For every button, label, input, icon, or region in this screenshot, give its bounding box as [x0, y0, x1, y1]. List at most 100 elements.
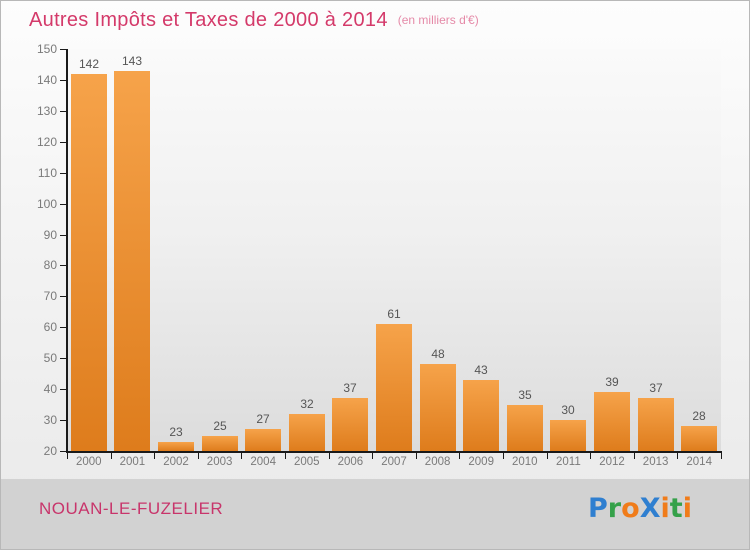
- x-axis-tick: [503, 453, 504, 459]
- y-axis-tick: [60, 296, 67, 298]
- x-axis-tick: [241, 453, 242, 459]
- y-axis-label: 80: [43, 258, 57, 273]
- x-axis-label-2009: 2009: [468, 456, 494, 468]
- bar-value-2002: 23: [169, 424, 183, 439]
- x-axis-tick: [547, 453, 548, 459]
- y-axis-tick: [60, 110, 67, 112]
- footer-bar: NOUAN-LE-FUZELIER ProXiti: [1, 479, 749, 549]
- y-axis-label: 70: [43, 289, 57, 304]
- y-axis-line: [66, 49, 68, 452]
- bar-value-2005: 32: [300, 396, 314, 411]
- bar-value-2013: 37: [649, 381, 663, 396]
- commune-name: NOUAN-LE-FUZELIER: [39, 499, 224, 518]
- y-axis-label: 20: [43, 444, 57, 458]
- x-axis-tick: [721, 453, 722, 459]
- x-axis-label-2012: 2012: [599, 456, 625, 468]
- x-axis-tick: [285, 453, 286, 459]
- x-axis-tick: [111, 453, 112, 459]
- x-axis-line: [66, 451, 722, 453]
- x-axis-label-2004: 2004: [250, 456, 276, 468]
- bar-2003[interactable]: [202, 435, 238, 451]
- bar-2009[interactable]: [463, 379, 499, 451]
- y-axis-tick: [60, 172, 67, 174]
- y-axis-tick: [60, 234, 67, 236]
- bar-2014[interactable]: [681, 426, 717, 451]
- page-title: Autres Impôts et Taxes de 2000 à 2014: [29, 8, 388, 31]
- bar-value-2008: 48: [431, 347, 445, 362]
- y-axis-label: 130: [36, 103, 57, 118]
- y-axis-tick: [60, 389, 67, 391]
- x-axis-tick: [590, 453, 591, 459]
- bar-2001[interactable]: [114, 70, 150, 451]
- bar-value-2003: 25: [213, 418, 227, 433]
- y-axis-label: 50: [43, 351, 57, 366]
- y-axis-tick: [60, 420, 67, 422]
- bar-value-2001: 143: [121, 53, 143, 68]
- bar-value-2004: 27: [256, 412, 270, 427]
- x-axis-tick: [416, 453, 417, 459]
- x-axis-label-2007: 2007: [381, 456, 407, 468]
- chart-subtitle: (en milliers d'€): [397, 12, 479, 27]
- logo-letter-X: X: [639, 493, 661, 524]
- bar-2000[interactable]: [71, 73, 107, 451]
- logo-letter-r: r: [607, 493, 622, 524]
- bar-2012[interactable]: [594, 392, 630, 451]
- x-axis-label-2005: 2005: [294, 456, 320, 468]
- y-axis-tick: [60, 141, 67, 143]
- bar-2008[interactable]: [420, 364, 456, 451]
- proxiti-logo[interactable]: ProXiti: [588, 493, 692, 524]
- bar-2007[interactable]: [376, 324, 412, 451]
- y-axis-label: 110: [37, 165, 57, 180]
- x-axis-tick: [329, 453, 330, 459]
- x-axis-label-2006: 2006: [337, 456, 364, 468]
- bar-2011[interactable]: [550, 420, 586, 451]
- bar-2013[interactable]: [638, 398, 674, 451]
- x-axis-tick: [372, 453, 373, 459]
- y-axis-label: 120: [36, 134, 57, 149]
- y-axis-tick: [60, 451, 67, 452]
- x-axis-label-2008: 2008: [424, 456, 451, 468]
- bar-value-2014: 28: [692, 409, 706, 424]
- logo-letter-i: i: [682, 493, 692, 524]
- x-axis-tick: [67, 453, 68, 459]
- y-axis-label: 150: [36, 42, 57, 56]
- x-axis-tick: [677, 453, 678, 459]
- x-axis-tick: [198, 453, 199, 459]
- logo-letter-t: t: [669, 493, 683, 524]
- x-axis-label-2013: 2013: [642, 456, 669, 468]
- x-axis-tick: [634, 453, 635, 459]
- title-bar: Autres Impôts et Taxes de 2000 à 2014 (e…: [1, 1, 749, 39]
- y-axis-tick: [60, 358, 67, 360]
- x-axis-label-2002: 2002: [163, 456, 189, 468]
- x-axis-label-2001: 2001: [119, 456, 146, 468]
- y-axis-label: 100: [36, 196, 57, 211]
- bar-value-2006: 37: [343, 381, 357, 396]
- x-axis-tick: [459, 453, 460, 459]
- x-axis-label-2011: 2011: [556, 456, 581, 468]
- y-axis-label: 30: [43, 413, 57, 428]
- bar-value-2011: 30: [561, 403, 575, 418]
- y-axis-tick: [60, 265, 67, 267]
- y-axis-tick: [60, 49, 67, 50]
- y-axis-label: 60: [43, 320, 57, 335]
- x-axis-label-2014: 2014: [686, 456, 712, 468]
- bar-2005[interactable]: [289, 413, 325, 451]
- x-axis-label-2003: 2003: [206, 456, 233, 468]
- x-axis-tick: [154, 453, 155, 459]
- bar-2004[interactable]: [245, 429, 281, 451]
- bar-value-2012: 39: [605, 375, 619, 390]
- y-axis-tick: [60, 79, 67, 81]
- logo-letter-i: i: [660, 493, 670, 524]
- x-axis-label-2010: 2010: [512, 456, 538, 468]
- y-axis-label: 140: [36, 72, 57, 87]
- y-axis-tick: [60, 327, 67, 329]
- bar-2006[interactable]: [332, 398, 368, 451]
- logo-letter-o: o: [621, 493, 640, 524]
- bar-value-2007: 61: [387, 307, 401, 322]
- bar-2010[interactable]: [507, 404, 543, 451]
- x-axis-label-2000: 2000: [76, 456, 102, 468]
- logo-letter-P: P: [588, 493, 608, 524]
- y-axis-label: 40: [43, 382, 57, 397]
- bar-2002[interactable]: [158, 441, 194, 451]
